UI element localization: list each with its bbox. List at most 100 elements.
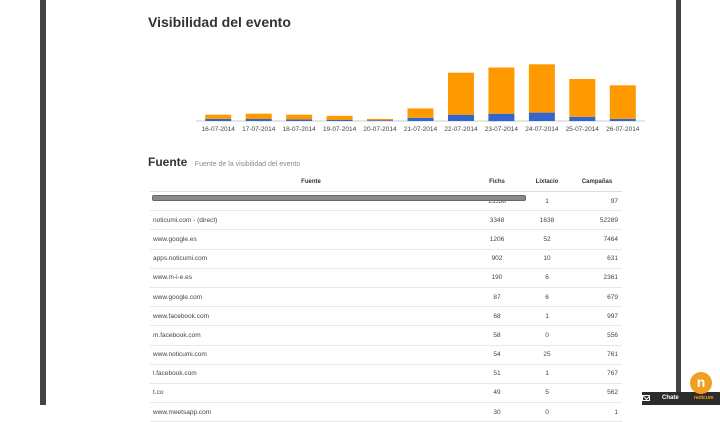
table-row: www.google.es 1206 52 7464 <box>150 229 622 250</box>
value-cell: 0 <box>522 325 572 346</box>
value-cell: 25 <box>522 345 572 365</box>
value-cell: 556 <box>572 325 622 346</box>
table-row: l.facebook.com 51 1 767 <box>150 364 622 384</box>
bar-25-07-2014-series-0 <box>569 116 596 121</box>
bar-24-07-2014-series-1 <box>528 64 555 113</box>
brand-logo-icon: n <box>690 372 712 394</box>
horizontal-scrollbar[interactable] <box>152 195 526 201</box>
value-cell: 1 <box>522 364 572 384</box>
value-cell: 190 <box>472 268 522 288</box>
bar-22-07-2014-series-1 <box>448 72 474 115</box>
value-cell: 902 <box>472 249 522 269</box>
value-cell: 30 <box>472 402 522 422</box>
bar-21-07-2014-series-0 <box>407 117 434 121</box>
bar-20-07-2014-series-1 <box>367 118 393 121</box>
table-row: www.meetsapp.com 30 0 1 <box>150 402 622 422</box>
column-header-2[interactable]: Líxtacio <box>522 172 572 192</box>
value-cell: 3348 <box>472 210 522 231</box>
x-tick-label: 20-07-2014 <box>363 126 397 133</box>
value-cell: 5 <box>522 383 572 404</box>
bar-16-07-2014-series-1 <box>205 114 232 119</box>
value-cell: 997 <box>572 306 622 327</box>
bar-17-07-2014-series-1 <box>245 113 272 119</box>
fuente-header: Fuente Fuente de la visibilidad del even… <box>148 153 300 171</box>
x-tick-label: 26-07-2014 <box>606 126 640 133</box>
value-cell: 0 <box>522 402 572 422</box>
visibility-bar-chart: 16-07-2014 17-07-2014 18-07-2014 19-07-2014… <box>196 64 645 133</box>
table-row: www.m-i-e.es 190 6 2361 <box>150 268 622 288</box>
bar-20-07-2014-series-0 <box>367 120 393 121</box>
value-cell: 51 <box>472 364 522 384</box>
value-cell: 10 <box>522 249 572 269</box>
value-cell: 97 <box>572 191 622 212</box>
left-background <box>0 0 40 405</box>
value-cell: 6 <box>522 287 572 308</box>
value-cell: 52 <box>522 229 572 250</box>
source-cell: apps.noticumi.com <box>150 249 472 269</box>
source-cell: www.meetsapp.com <box>150 402 472 422</box>
x-tick-label: 16-07-2014 <box>202 126 236 133</box>
column-header-1[interactable]: Fichs <box>472 172 522 192</box>
section-title: Visibilidad del evento <box>148 14 291 30</box>
mail-icon <box>642 395 650 401</box>
table-row: www.facebook.com 68 1 997 <box>150 306 622 327</box>
x-tick-label: 18-07-2014 <box>282 126 316 133</box>
value-cell: 631 <box>572 249 622 269</box>
bar-19-07-2014-series-1 <box>326 115 353 120</box>
bar-22-07-2014-series-0 <box>448 114 474 121</box>
page-left-border <box>40 0 46 405</box>
table-row: apps.noticumi.com 902 10 631 <box>150 249 622 269</box>
x-tick-label: 22-07-2014 <box>444 126 478 133</box>
bar-18-07-2014-series-0 <box>286 119 313 121</box>
source-cell: t.co <box>150 383 472 404</box>
column-header-0[interactable]: Fuente <box>150 172 472 192</box>
value-cell: 7464 <box>572 229 622 250</box>
source-cell: www.google.es <box>150 229 472 250</box>
chat-bar[interactable]: Chate <box>642 392 720 405</box>
bar-26-07-2014-series-0 <box>609 118 636 121</box>
value-cell: 562 <box>572 383 622 404</box>
value-cell: 58 <box>472 325 522 346</box>
source-cell: m.facebook.com <box>150 325 472 346</box>
value-cell: 52289 <box>572 210 622 231</box>
x-tick-label: 23-07-2014 <box>485 126 519 133</box>
x-tick-label: 21-07-2014 <box>404 126 438 133</box>
value-cell: 68 <box>472 306 522 327</box>
bar-21-07-2014-series-1 <box>407 108 434 118</box>
source-table: Fuente Fichs Líxtacio Campañas 15538 1 97 noti… <box>150 172 622 422</box>
x-tick-label: 19-07-2014 <box>323 126 357 133</box>
page-right-border <box>676 0 681 405</box>
right-background <box>676 0 720 405</box>
bar-26-07-2014-series-1 <box>609 85 636 119</box>
brand-text: noticum <box>694 395 714 401</box>
table-row: noticumi.com - (direct) 3348 1638 52289 <box>150 210 622 231</box>
table-row: t.co 49 5 562 <box>150 383 622 404</box>
bar-23-07-2014-series-1 <box>488 67 515 114</box>
source-cell: noticumi.com - (direct) <box>150 210 472 231</box>
bar-24-07-2014-series-0 <box>528 112 555 121</box>
bar-17-07-2014-series-0 <box>245 118 272 121</box>
value-cell: 761 <box>572 345 622 365</box>
bar-25-07-2014-series-1 <box>569 79 596 117</box>
value-cell: 1 <box>522 191 572 212</box>
chat-label: Chate <box>662 395 679 401</box>
fuente-title: Fuente <box>148 155 188 169</box>
source-cell: www.noticumi.com <box>150 345 472 365</box>
table-row: m.facebook.com 58 0 556 <box>150 325 622 346</box>
table-row: www.google.com 87 6 679 <box>150 287 622 308</box>
table-row: www.noticumi.com 54 25 761 <box>150 345 622 365</box>
value-cell: 1206 <box>472 229 522 250</box>
table-header-row: Fuente Fichs Líxtacio Campañas <box>150 172 622 192</box>
bar-19-07-2014-series-0 <box>326 119 353 121</box>
value-cell: 1 <box>572 402 622 422</box>
value-cell: 767 <box>572 364 622 384</box>
source-cell: www.facebook.com <box>150 306 472 327</box>
value-cell: 1 <box>522 306 572 327</box>
x-tick-label: 17-07-2014 <box>242 126 276 133</box>
value-cell: 2361 <box>572 268 622 288</box>
value-cell: 49 <box>472 383 522 404</box>
bar-18-07-2014-series-1 <box>286 114 313 120</box>
x-tick-label: 24-07-2014 <box>525 126 559 133</box>
bar-23-07-2014-series-0 <box>488 113 515 122</box>
column-header-3[interactable]: Campañas <box>572 172 622 192</box>
